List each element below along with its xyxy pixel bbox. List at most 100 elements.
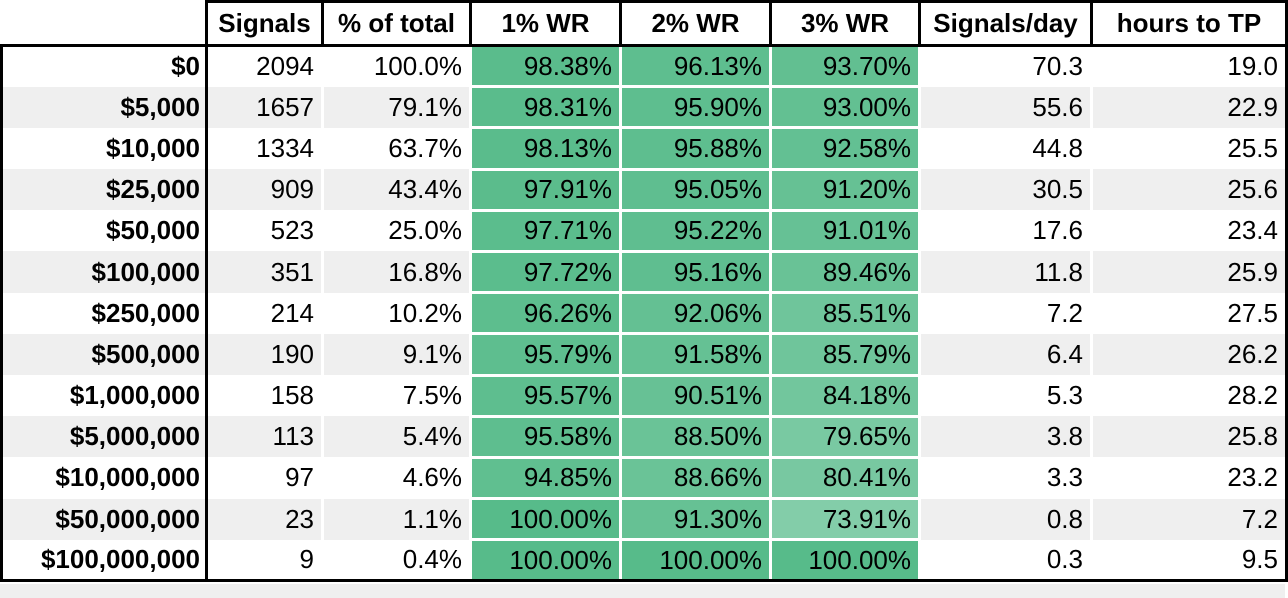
column-header-wr1[interactable]: 1% WR — [469, 0, 622, 47]
cell-signals[interactable]: 23 — [206, 498, 324, 540]
cell-signals_per_day[interactable]: 3.3 — [919, 457, 1093, 499]
cell-signals_per_day[interactable]: 6.4 — [919, 333, 1093, 375]
cell-wr1[interactable]: 96.26% — [469, 291, 622, 336]
row-label[interactable]: $100,000 — [0, 251, 208, 293]
cell-wr2[interactable]: 95.88% — [619, 126, 772, 171]
row-label[interactable]: $10,000 — [0, 127, 208, 170]
cell-wr3[interactable]: 92.58% — [769, 126, 921, 171]
cell-wr2[interactable]: 92.06% — [619, 291, 772, 336]
row-label[interactable]: $250,000 — [0, 292, 208, 334]
cell-signals_per_day[interactable]: 55.6 — [919, 86, 1093, 128]
cell-pct_of_total[interactable]: 10.2% — [322, 292, 472, 334]
cell-pct_of_total[interactable]: 0.4% — [322, 539, 472, 583]
cell-wr2[interactable]: 91.58% — [619, 332, 772, 377]
cell-hours_to_tp[interactable]: 19.0 — [1091, 43, 1288, 87]
column-header-pct_of_total[interactable]: % of total — [321, 0, 472, 47]
cell-wr2[interactable]: 90.51% — [619, 373, 772, 418]
cell-pct_of_total[interactable]: 5.4% — [322, 416, 472, 458]
cell-signals_per_day[interactable]: 7.2 — [919, 292, 1093, 334]
cell-wr3[interactable]: 91.20% — [769, 167, 921, 212]
cell-pct_of_total[interactable]: 43.4% — [322, 169, 472, 211]
row-label[interactable]: $500,000 — [0, 333, 208, 375]
cell-wr1[interactable]: 94.85% — [469, 455, 622, 501]
cell-wr1[interactable]: 98.38% — [469, 43, 622, 89]
cell-wr3[interactable]: 91.01% — [769, 208, 921, 253]
cell-wr1[interactable]: 95.79% — [469, 332, 622, 377]
column-header-wr2[interactable]: 2% WR — [619, 0, 772, 47]
cell-wr1[interactable]: 97.91% — [469, 167, 622, 212]
cell-signals[interactable]: 97 — [206, 457, 324, 499]
cell-wr2[interactable]: 88.66% — [619, 455, 772, 501]
row-label[interactable]: $1,000,000 — [0, 375, 208, 417]
cell-signals[interactable]: 2094 — [206, 43, 324, 87]
cell-wr1[interactable]: 98.31% — [469, 85, 622, 130]
cell-wr2[interactable]: 88.50% — [619, 414, 772, 459]
cell-hours_to_tp[interactable]: 25.5 — [1091, 127, 1288, 170]
cell-signals_per_day[interactable]: 17.6 — [919, 210, 1093, 252]
cell-pct_of_total[interactable]: 100.0% — [322, 43, 472, 87]
cell-wr2[interactable]: 100.00% — [619, 538, 772, 583]
cell-hours_to_tp[interactable]: 25.6 — [1091, 169, 1288, 211]
cell-signals_per_day[interactable]: 11.8 — [919, 251, 1093, 293]
cell-signals_per_day[interactable]: 44.8 — [919, 127, 1093, 170]
cell-wr2[interactable]: 91.30% — [619, 497, 772, 542]
cell-signals_per_day[interactable]: 70.3 — [919, 43, 1093, 87]
column-header-signals_per_day[interactable]: Signals/day — [918, 0, 1093, 47]
cell-hours_to_tp[interactable]: 25.8 — [1091, 416, 1288, 458]
cell-signals[interactable]: 1334 — [206, 127, 324, 170]
cell-wr1[interactable]: 98.13% — [469, 126, 622, 171]
cell-signals[interactable]: 523 — [206, 210, 324, 252]
cell-wr1[interactable]: 97.72% — [469, 249, 622, 295]
cell-pct_of_total[interactable]: 63.7% — [322, 127, 472, 170]
column-header-signals[interactable]: Signals — [205, 0, 324, 47]
row-label[interactable]: $0 — [0, 43, 208, 87]
cell-hours_to_tp[interactable]: 9.5 — [1091, 539, 1288, 583]
cell-hours_to_tp[interactable]: 26.2 — [1091, 333, 1288, 375]
cell-hours_to_tp[interactable]: 22.9 — [1091, 86, 1288, 128]
cell-hours_to_tp[interactable]: 23.4 — [1091, 210, 1288, 252]
cell-wr1[interactable]: 100.00% — [469, 538, 622, 583]
row-label[interactable]: $5,000 — [0, 86, 208, 128]
cell-pct_of_total[interactable]: 16.8% — [322, 251, 472, 293]
cell-pct_of_total[interactable]: 1.1% — [322, 498, 472, 540]
cell-signals_per_day[interactable]: 0.8 — [919, 498, 1093, 540]
cell-hours_to_tp[interactable]: 27.5 — [1091, 292, 1288, 334]
cell-wr2[interactable]: 95.16% — [619, 249, 772, 295]
cell-wr2[interactable]: 96.13% — [619, 43, 772, 89]
cell-wr2[interactable]: 95.05% — [619, 167, 772, 212]
cell-hours_to_tp[interactable]: 25.9 — [1091, 251, 1288, 293]
cell-signals[interactable]: 113 — [206, 416, 324, 458]
cell-signals[interactable]: 9 — [206, 539, 324, 583]
row-label[interactable]: $100,000,000 — [0, 539, 208, 583]
row-label[interactable]: $10,000,000 — [0, 457, 208, 499]
cell-wr1[interactable]: 95.58% — [469, 414, 622, 459]
cell-hours_to_tp[interactable]: 23.2 — [1091, 457, 1288, 499]
cell-wr3[interactable]: 93.00% — [769, 85, 921, 130]
cell-wr3[interactable]: 84.18% — [769, 373, 921, 418]
cell-wr3[interactable]: 100.00% — [769, 538, 921, 583]
cell-signals_per_day[interactable]: 0.3 — [919, 539, 1093, 583]
row-label[interactable]: $50,000 — [0, 210, 208, 252]
cell-signals[interactable]: 909 — [206, 169, 324, 211]
cell-pct_of_total[interactable]: 25.0% — [322, 210, 472, 252]
cell-wr3[interactable]: 80.41% — [769, 455, 921, 501]
column-header-wr3[interactable]: 3% WR — [769, 0, 921, 47]
cell-wr2[interactable]: 95.90% — [619, 85, 772, 130]
cell-signals[interactable]: 214 — [206, 292, 324, 334]
cell-hours_to_tp[interactable]: 28.2 — [1091, 375, 1288, 417]
cell-wr1[interactable]: 97.71% — [469, 208, 622, 253]
cell-signals_per_day[interactable]: 30.5 — [919, 169, 1093, 211]
cell-wr3[interactable]: 93.70% — [769, 43, 921, 89]
cell-pct_of_total[interactable]: 79.1% — [322, 86, 472, 128]
cell-wr3[interactable]: 79.65% — [769, 414, 921, 459]
cell-signals_per_day[interactable]: 3.8 — [919, 416, 1093, 458]
cell-wr3[interactable]: 85.79% — [769, 332, 921, 377]
cell-pct_of_total[interactable]: 7.5% — [322, 375, 472, 417]
cell-pct_of_total[interactable]: 9.1% — [322, 333, 472, 375]
cell-signals[interactable]: 190 — [206, 333, 324, 375]
cell-wr2[interactable]: 95.22% — [619, 208, 772, 253]
cell-wr3[interactable]: 85.51% — [769, 291, 921, 336]
cell-signals_per_day[interactable]: 5.3 — [919, 375, 1093, 417]
cell-wr3[interactable]: 73.91% — [769, 497, 921, 542]
cell-wr3[interactable]: 89.46% — [769, 249, 921, 295]
